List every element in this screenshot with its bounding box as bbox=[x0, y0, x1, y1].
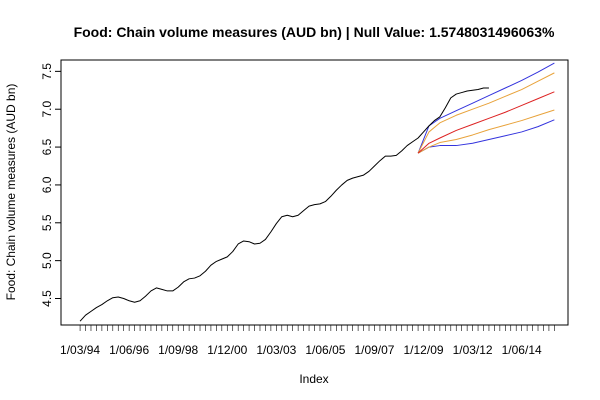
series-line-upper-80 bbox=[417, 72, 555, 154]
series-line-forecast-mean bbox=[417, 91, 555, 154]
y-tick-label: 5.0 bbox=[40, 252, 54, 269]
x-tick-label: 1/12/00 bbox=[207, 343, 247, 357]
y-tick-label: 6.0 bbox=[40, 176, 54, 193]
x-tick-label: 1/03/03 bbox=[256, 343, 296, 357]
y-axis-label: Food: Chain volume measures (AUD bn) bbox=[4, 84, 18, 301]
series-line-upper-95 bbox=[417, 62, 555, 154]
series-line-actual bbox=[79, 87, 489, 322]
x-tick-label: 1/03/94 bbox=[60, 343, 100, 357]
series-line-lower-95 bbox=[417, 119, 555, 154]
y-tick-label: 5.5 bbox=[40, 214, 54, 231]
x-axis: 1/03/94 1/06/96 1/09/98 1/12/00 1/03/03 1/06/… bbox=[60, 325, 555, 357]
y-tick-label: 7.0 bbox=[40, 101, 54, 118]
x-axis-label: Index bbox=[299, 372, 328, 386]
y-tick-label: 6.5 bbox=[40, 138, 54, 155]
y-tick-label: 7.5 bbox=[40, 63, 54, 80]
y-axis: 4.5 5.0 5.5 6.0 6.5 7.0 7.5 bbox=[40, 63, 61, 307]
plot-frame bbox=[60, 59, 569, 326]
series-layer bbox=[79, 62, 555, 322]
chart-title: Food: Chain volume measures (AUD bn) | N… bbox=[74, 24, 555, 40]
x-tick-label: 1/12/09 bbox=[404, 343, 444, 357]
x-tick-label: 1/09/98 bbox=[158, 343, 198, 357]
x-tick-label: 1/06/96 bbox=[109, 343, 149, 357]
x-tick-label: 1/03/12 bbox=[453, 343, 493, 357]
x-tick-label: 1/09/07 bbox=[354, 343, 394, 357]
series-line-lower-80 bbox=[417, 109, 555, 154]
y-tick-label: 4.5 bbox=[40, 290, 54, 307]
x-tick-label: 1/06/05 bbox=[305, 343, 345, 357]
x-tick-label: 1/06/14 bbox=[502, 343, 542, 357]
